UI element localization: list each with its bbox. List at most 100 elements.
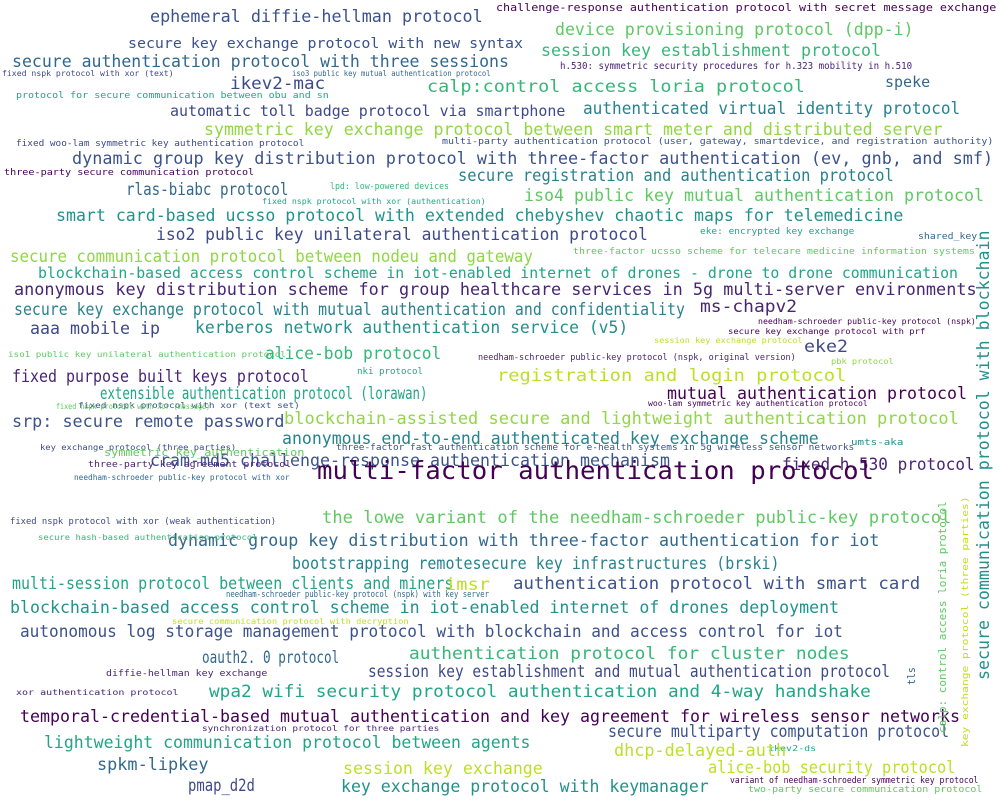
word-fixed-nspk-protocol-with-xor-weak-authentication: fixed nspk protocol with xor (weak authe…	[10, 517, 277, 527]
word-secure-hash-based-authentication-protocol: secure hash-based authentication protoco…	[38, 533, 258, 542]
word-calp-control-access-loria-protocol: calp:control access loria protocol	[427, 77, 805, 97]
word-key-exchange-protocol-three-parties: key exchange protocol (three parties)	[40, 443, 237, 452]
word-alice-bob-security-protocol: alice-bob security protocol	[708, 758, 956, 778]
word-secure-communication-protocol-with-blockchain: secure communication protocol with block…	[974, 230, 994, 680]
word-dynamic-group-key-distribution-protocol-with-thr: dynamic group key distribution protocol …	[72, 149, 994, 169]
word-iso4-public-key-mutual-authentication-protocol: iso4 public key mutual authentication pr…	[524, 186, 984, 206]
word-autonomous-log-storage-management-protocol-with-: autonomous log storage management protoc…	[20, 622, 843, 642]
word-rlas-biabc-protocol: rlas-biabc protocol	[126, 180, 289, 200]
word-dhcp-delayed-auth: dhcp-delayed-auth	[614, 741, 787, 761]
word-fixed-nspk-protocol-with-xor-text-set: fixed nspk protocol with xor (text set)	[78, 401, 300, 410]
word-session-key-establishment-protocol: session key establishment protocol	[541, 41, 881, 61]
word-bootstrapping-remotesecure-key-infrastructures-b: bootstrapping remotesecure key infrastru…	[292, 554, 780, 574]
word-ikev2-mac: ikev2-mac	[230, 74, 326, 94]
word-ms-chapv2: ms-chapv2	[700, 297, 798, 317]
word-alice-bob-protocol: alice-bob protocol	[265, 344, 442, 364]
word-key-exchange-protocol-with-keymanager: key exchange protocol with keymanager	[341, 777, 709, 797]
word-fixed-nspk-protocol-with-xor-authentication: fixed nspk protocol with xor (authentica…	[262, 197, 486, 206]
word-spkm-lipkey: spkm-lipkey	[97, 755, 209, 775]
word-fixed-nspk-protocol-with-xor-text: fixed nspk protocol with xor (text)	[2, 69, 174, 78]
word-needham-schroeder-public-key-protocol-nspk-origi: needham-schroeder public-key protocol (n…	[478, 353, 796, 363]
word-blockchain-assisted-secure-and-lightweight-authe: blockchain-assisted secure and lightweig…	[284, 409, 959, 429]
word-anonymous-end-to-end-authenticated-key-exchange-: anonymous end-to-end authenticated key e…	[282, 429, 819, 449]
word-nki-protocol: nki protocol	[357, 367, 424, 377]
word-multi-party-authentication-protocol-user-gateway: multi-party authentication protocol (use…	[442, 137, 994, 147]
word-iso1-public-key-unilateral-authentication-protoc: iso1 public key unilateral authenticatio…	[8, 350, 286, 359]
word-three-party-key-agreement-protocol: three-party key agreement protocol	[88, 460, 292, 470]
word-registration-and-login-protocol: registration and login protocol	[497, 366, 847, 386]
word-h-530-symmetric-security-procedures-for-h-323-mo: h.530: symmetric security procedures for…	[560, 61, 913, 72]
word-symmetric-key-exchange-protocol-between-smart-me: symmetric key exchange protocol between …	[204, 120, 943, 140]
word-needham-schroeder-public-key-protocol-nspk-with-: needham-schroeder public-key protocol (n…	[226, 590, 490, 600]
word-secure-key-exchange-protocol-with-prf: secure key exchange protocol with prf	[728, 327, 926, 336]
word-kerberos-network-authentication-service-v5: kerberos network authentication service …	[195, 318, 629, 338]
word-fixed-nspk-protocol-with-xor-message: fixed nspk protocol with xor (message)	[56, 402, 211, 411]
word-automatic-toll-badge-protocol-via-smartphone: automatic toll badge protocol via smartp…	[170, 102, 566, 120]
word-temporal-credential-based-mutual-authentication-: temporal-credential-based mutual authent…	[20, 707, 960, 727]
word-pbk-protocol: pbk protocol	[831, 357, 894, 366]
word-fixed-woo-lam-symmetric-key-authentication-proto: fixed woo-lam symmetric key authenticati…	[16, 139, 305, 149]
word-session-key-exchange: session key exchange	[343, 759, 543, 779]
word-calp-control-access-loria-protocol: calp: control access loria protocol	[936, 501, 949, 733]
word-multi-session-protocol-between-clients-and-miner: multi-session protocol between clients a…	[12, 574, 454, 594]
word-challenge-response-authentication-protocol-with-: challenge-response authentication protoc…	[496, 1, 997, 14]
word-iso2-public-key-unilateral-authentication-protoc: iso2 public key unilateral authenticatio…	[156, 225, 648, 245]
word-secure-key-exchange-protocol-with-mutual-authent: secure key exchange protocol with mutual…	[14, 300, 685, 320]
word-cram-md5-challenge-response-authentication-mecha: cram-md5 challenge-response authenticati…	[150, 451, 670, 471]
word-synchronization-protocol-for-three-parties: synchronization protocol for three parti…	[202, 724, 440, 733]
word-diffie-hellman-key-exchange: diffie-hellman key exchange	[106, 669, 268, 679]
word-anonymous-key-distribution-scheme-for-group-heal: anonymous key distribution scheme for gr…	[14, 280, 977, 300]
word-wpa2-wifi-security-protocol-authentication-and-4: wpa2 wifi security protocol authenticati…	[209, 682, 871, 702]
word-secure-communication-protocol-with-decryption: secure communication protocol with decry…	[172, 617, 409, 626]
word-fixed-purpose-built-keys-protocol: fixed purpose built keys protocol	[12, 367, 309, 387]
word-ephemeral-diffie-hellman-protocol: ephemeral diffie-hellman protocol	[150, 7, 483, 27]
word-three-factor-fast-authentication-scheme-for-e-he: three-factor fast authentication scheme …	[336, 443, 855, 453]
word-xor-authentication-protocol: xor authentication protocol	[16, 688, 179, 697]
word-aaa-mobile-ip: aaa mobile ip	[30, 319, 161, 339]
word-lpd-low-powered-devices: lpd: low-powered devices	[330, 182, 449, 192]
word-three-party-secure-communication-protocol: three-party secure communication protoco…	[4, 168, 255, 178]
word-tls: tls	[905, 667, 918, 685]
word-authenticated-virtual-identity-protocol: authenticated virtual identity protocol	[583, 99, 961, 119]
word-variant-of-needham-schroeder-symmetric-key-proto: variant of needham-schroeder symmetric k…	[730, 776, 979, 786]
word-mutual-authentication-protocol: mutual authentication protocol	[667, 384, 967, 404]
word-protocol-for-secure-communication-between-obu-an: protocol for secure communication betwee…	[16, 91, 329, 101]
word-umts-aka: umts-aka	[851, 438, 904, 448]
word-secure-authentication-protocol-with-three-sessio: secure authentication protocol with thre…	[12, 52, 509, 72]
word-eke2: eke2	[804, 337, 848, 357]
word-iso3-public-key-mutual-authentication-protocol: iso3 public key mutual authentication pr…	[292, 69, 491, 78]
word-secure-multiparty-computation-protocol: secure multiparty computation protocol	[608, 722, 950, 742]
word-multi-factor-authentication-protocol: multi-factor authentication protocol	[317, 456, 875, 485]
word-secure-registration-and-authentication-protocol: secure registration and authentication p…	[458, 166, 894, 186]
word-dynamic-group-key-distribution-with-three-factor: dynamic group key distribution with thre…	[168, 531, 880, 551]
word-the-lowe-variant-of-the-needham-schroeder-public: the lowe variant of the needham-schroede…	[322, 508, 952, 528]
word-blockchain-based-access-control-scheme-in-iot-en: blockchain-based access control scheme i…	[38, 264, 958, 282]
word-lightweight-communication-protocol-between-agent: lightweight communication protocol betwe…	[44, 733, 531, 753]
word-key-exchange-protocol-three-parties: key exchange protocol (three parties)	[961, 496, 971, 747]
word-authentication-protocol-with-smart-card: authentication protocol with smart card	[513, 574, 921, 594]
word-device-provisioning-protocol-dpp-i: device provisioning protocol (dpp-i)	[555, 20, 914, 40]
word-fixed-h-530-protocol: fixed h.530 protocol	[782, 455, 975, 475]
word-three-factor-ucsso-scheme-for-telecare-medicine-: three-factor ucsso scheme for telecare m…	[573, 247, 975, 257]
word-woo-lam-symmetric-key-authentication-protocol: woo-lam symmetric key authentication pro…	[648, 399, 868, 408]
word-eke-encrypted-key-exchange: eke: encrypted key exchange	[700, 227, 855, 237]
word-blockchain-based-access-control-scheme-in-iot-en: blockchain-based access control scheme i…	[10, 598, 840, 618]
word-authentication-protocol-for-cluster-nodes: authentication protocol for cluster node…	[409, 644, 850, 664]
word-shared-key: shared_key	[918, 232, 978, 242]
word-secure-communication-protocol-between-nodeu-and-: secure communication protocol between no…	[10, 247, 533, 267]
word-needham-schroeder-public-key-protocol-nspk: needham-schroeder public-key protocol (n…	[758, 317, 976, 326]
word-imsr: imsr	[445, 575, 490, 595]
word-extensible-authentication-protocol-lorawan: extensible authentication protocol (lora…	[100, 384, 428, 404]
word-symmetric-key-authentication: symmetric_key_authentication	[104, 446, 305, 459]
word-secure-key-exchange-protocol-with-new-syntax: secure key exchange protocol with new sy…	[128, 36, 523, 52]
word-two-party-secure-communication-protocol: two-party secure communication protocol	[748, 785, 983, 795]
word-smart-card-based-ucsso-protocol-with-extended-ch: smart card-based ucsso protocol with ext…	[56, 206, 904, 226]
word-session-key-establishment-and-mutual-authenticat: session key establishment and mutual aut…	[368, 662, 890, 682]
word-ikev2-ds: ikev2-ds	[768, 744, 817, 753]
word-session-key-exchange-protocol: session key exchange protocol	[654, 336, 803, 345]
word-srp-secure-remote-password: srp: secure remote password	[12, 412, 285, 432]
word-needham-schroeder-public-key-protocol-with-xor: needham-schroeder public-key protocol wi…	[74, 473, 290, 482]
word-pmap-d2d: pmap_d2d	[188, 776, 255, 796]
word-speke: speke	[885, 73, 931, 91]
